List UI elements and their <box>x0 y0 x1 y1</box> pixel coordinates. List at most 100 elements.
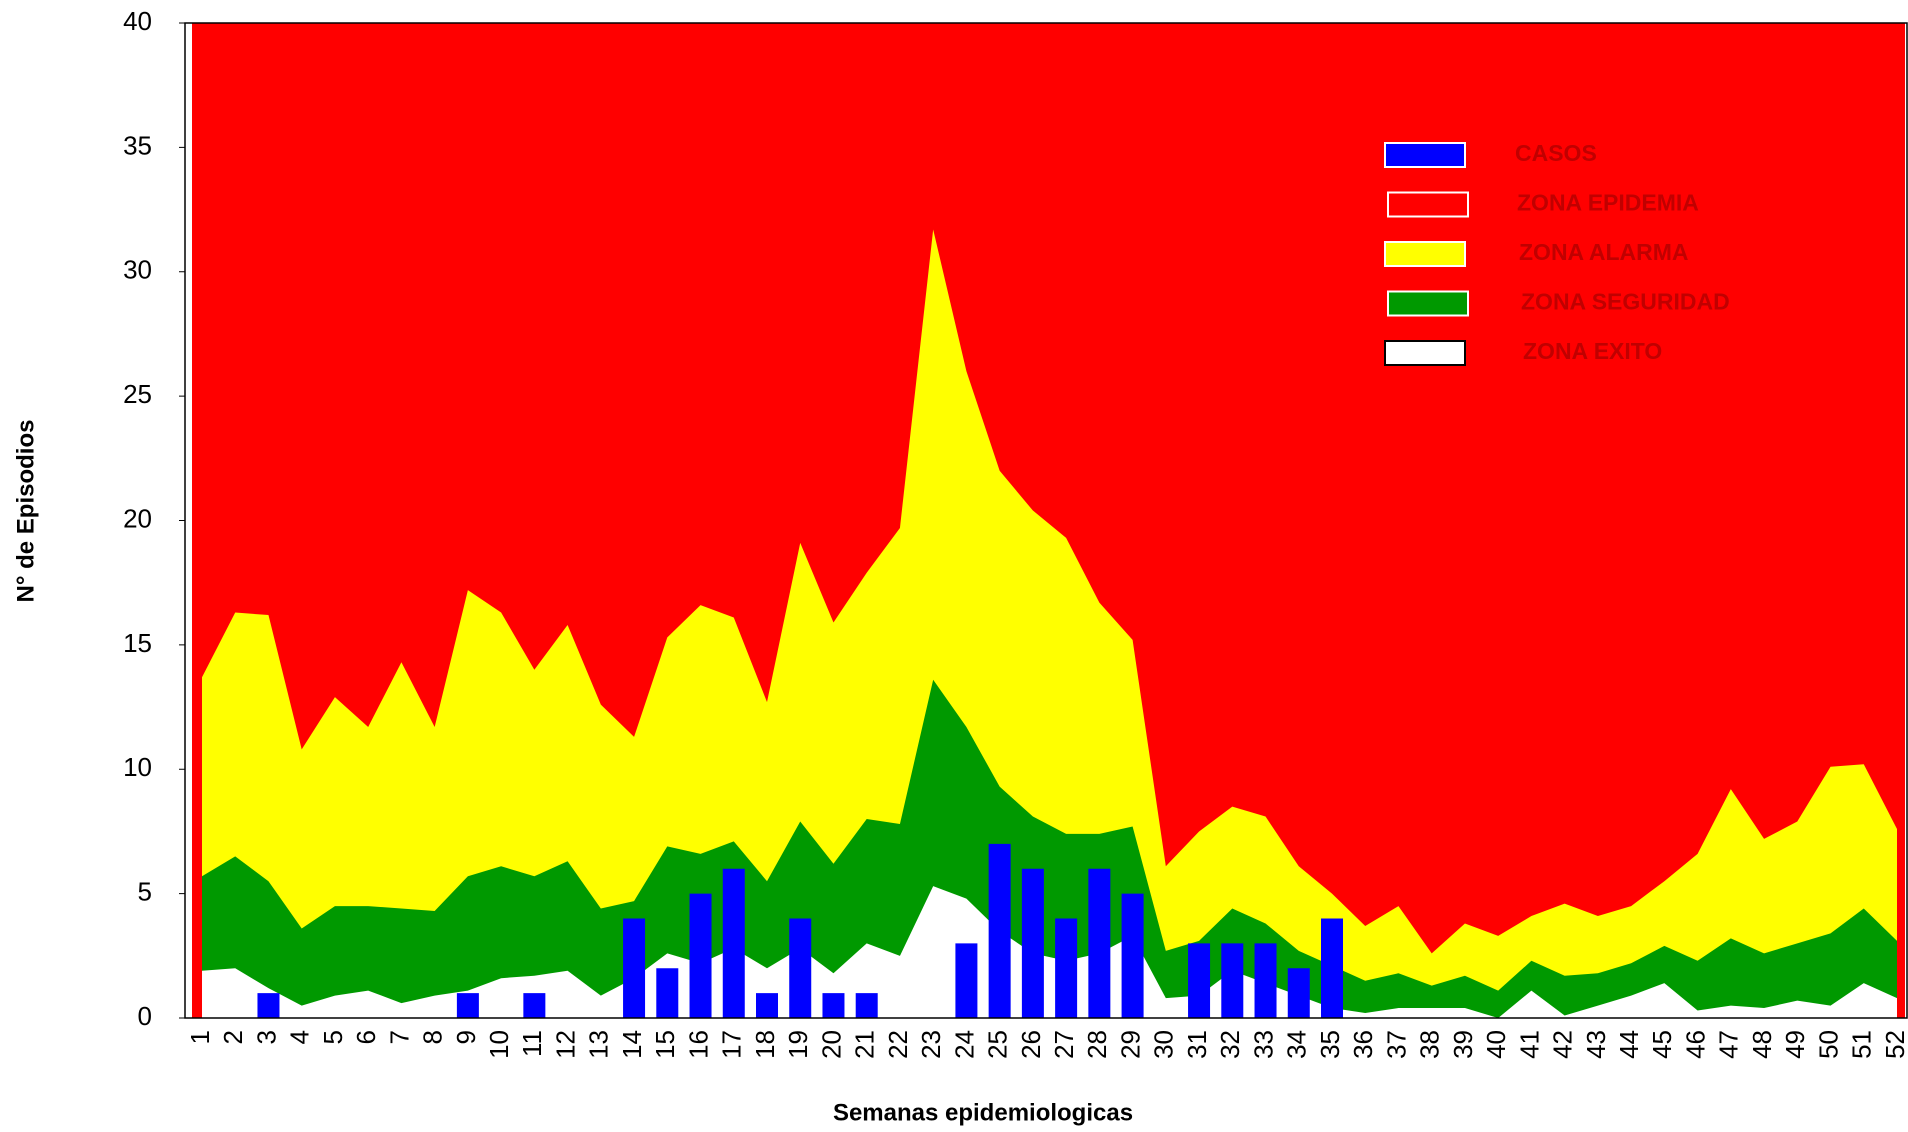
x-tick-label: 11 <box>517 1030 547 1057</box>
y-tick-label: 20 <box>123 503 152 533</box>
bar <box>1188 943 1211 1018</box>
legend-swatch <box>1387 290 1469 317</box>
x-tick-label: 37 <box>1381 1030 1411 1059</box>
y-tick-label: 15 <box>123 628 152 658</box>
x-tick-label: 21 <box>850 1030 880 1059</box>
bar <box>623 918 646 1018</box>
x-tick-label: 28 <box>1082 1030 1112 1059</box>
x-tick-label: 36 <box>1348 1030 1378 1059</box>
x-tick-label: 51 <box>1847 1030 1877 1059</box>
x-tick-label: 46 <box>1680 1030 1710 1059</box>
x-tick-label: 34 <box>1282 1030 1312 1059</box>
bar <box>523 993 546 1018</box>
x-tick-label: 12 <box>550 1030 580 1059</box>
bar <box>988 843 1011 1018</box>
bar <box>1221 943 1244 1018</box>
bar <box>257 993 280 1018</box>
x-tick-label: 49 <box>1780 1030 1810 1059</box>
legend-label: ZONA EPIDEMIA <box>1517 190 1699 216</box>
bar <box>1121 893 1144 1018</box>
x-tick-label: 48 <box>1747 1030 1777 1059</box>
x-tick-label: 15 <box>650 1030 680 1059</box>
x-tick-label: 26 <box>1016 1030 1046 1059</box>
x-tick-label: 16 <box>683 1030 713 1059</box>
legend-swatch <box>1384 241 1466 267</box>
bar <box>855 993 878 1018</box>
x-axis-title: Semanas epidemiologicas <box>833 1099 1133 1126</box>
x-tick-label: 19 <box>783 1030 813 1059</box>
bar <box>955 943 978 1018</box>
x-tick-label: 52 <box>1880 1030 1908 1059</box>
x-tick-label: 45 <box>1647 1030 1677 1059</box>
bar <box>1021 868 1044 1018</box>
x-tick-label: 10 <box>484 1030 514 1059</box>
x-tick-label: 9 <box>451 1030 481 1044</box>
x-tick-label: 35 <box>1315 1030 1345 1059</box>
x-tick-label: 3 <box>251 1030 281 1044</box>
y-tick-label: 40 <box>123 6 152 36</box>
x-tick-label: 38 <box>1415 1030 1445 1059</box>
bar <box>1254 943 1277 1018</box>
y-axis-title: N° de Episodios <box>12 420 39 603</box>
legend-swatch <box>1384 142 1466 168</box>
x-tick-label: 29 <box>1115 1030 1145 1059</box>
x-tick-label: 27 <box>1049 1030 1079 1059</box>
x-tick-label: 13 <box>584 1030 614 1059</box>
bar <box>689 893 712 1018</box>
bar <box>722 868 745 1018</box>
x-tick-label: 32 <box>1215 1030 1245 1059</box>
plot-area <box>192 23 1905 1018</box>
zone-area <box>202 229 1897 1018</box>
x-tick-label: 47 <box>1714 1030 1744 1059</box>
x-tick-label: 33 <box>1248 1030 1278 1059</box>
bar <box>456 993 479 1018</box>
x-tick-label: 6 <box>351 1030 381 1044</box>
y-tick-label: 25 <box>123 379 152 409</box>
x-tick-label: 7 <box>384 1030 414 1044</box>
bar <box>1287 968 1310 1018</box>
x-tick-label: 41 <box>1514 1030 1544 1059</box>
bar <box>1321 918 1343 1018</box>
x-tick-label: 18 <box>750 1030 780 1059</box>
x-tick-label: 43 <box>1581 1030 1611 1059</box>
x-tick-label: 8 <box>418 1030 448 1044</box>
x-tick-label: 31 <box>1182 1030 1212 1059</box>
y-tick-label: 30 <box>123 255 152 285</box>
x-tick-label: 25 <box>983 1030 1013 1059</box>
y-tick-label: 0 <box>138 1001 152 1031</box>
x-tick-label: 40 <box>1481 1030 1511 1059</box>
legend-label: CASOS <box>1515 140 1597 166</box>
bar <box>1088 868 1111 1018</box>
legend-swatch <box>1384 340 1466 366</box>
x-tick-label: 42 <box>1548 1030 1578 1059</box>
x-tick-label: 14 <box>617 1030 647 1059</box>
x-tick-label: 39 <box>1448 1030 1478 1059</box>
bar <box>756 993 778 1018</box>
legend-label: ZONA EXITO <box>1523 338 1662 364</box>
x-tick-label: 24 <box>949 1030 979 1059</box>
legend: CASOS ZONA EPIDEMIA ZONA ALARMA ZONA SEGURI… <box>1384 140 1730 366</box>
bar <box>656 968 679 1018</box>
y-tick-label: 35 <box>123 130 152 160</box>
legend-label: ZONA SEGURIDAD <box>1521 289 1730 315</box>
legend-swatch <box>1387 191 1469 218</box>
x-tick-label: 4 <box>285 1030 315 1044</box>
legend-label: ZONA ALARMA <box>1519 239 1689 265</box>
y-tick-label: 10 <box>123 752 152 782</box>
x-tick-label: 20 <box>816 1030 846 1059</box>
x-tick-label: 2 <box>218 1030 248 1044</box>
x-tick-label: 30 <box>1149 1030 1179 1059</box>
bar <box>1055 918 1078 1018</box>
x-tick-label: 1 <box>185 1030 215 1044</box>
x-tick-label: 23 <box>916 1030 946 1059</box>
x-tick-label: 50 <box>1813 1030 1843 1059</box>
x-tick-label: 22 <box>883 1030 913 1059</box>
x-tick-label: 44 <box>1614 1030 1644 1059</box>
bar <box>822 993 845 1018</box>
x-tick-label: 5 <box>318 1030 348 1044</box>
x-tick-label: 17 <box>717 1030 747 1059</box>
bar <box>789 918 812 1018</box>
y-tick-label: 5 <box>138 877 152 907</box>
